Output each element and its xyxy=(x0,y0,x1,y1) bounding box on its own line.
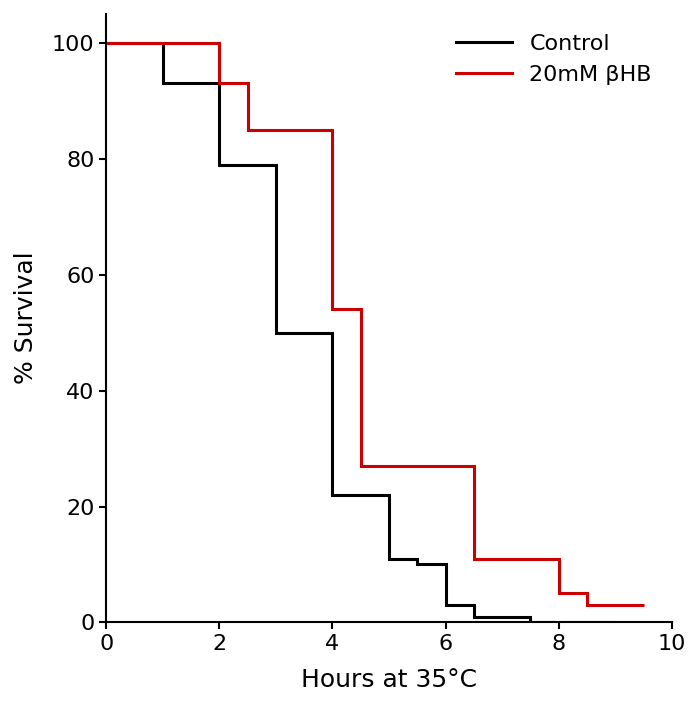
20mM βHB xyxy=(554,590,563,598)
Control xyxy=(413,561,421,569)
Control xyxy=(498,612,506,621)
Control xyxy=(215,79,223,88)
20mM βHB xyxy=(583,601,592,609)
20mM βHB xyxy=(328,126,337,134)
20mM βHB xyxy=(554,554,563,563)
20mM βHB xyxy=(102,39,111,47)
Control xyxy=(272,160,280,169)
Y-axis label: % Survival: % Survival xyxy=(14,252,38,385)
20mM βHB xyxy=(215,79,223,88)
Control xyxy=(215,85,223,93)
20mM βHB xyxy=(611,601,620,609)
Control xyxy=(215,85,223,93)
20mM βHB xyxy=(413,462,421,470)
Control xyxy=(413,554,421,563)
20mM βHB xyxy=(611,601,620,609)
Control xyxy=(385,491,393,499)
20mM βHB xyxy=(244,79,252,88)
Control xyxy=(470,601,478,609)
20mM βHB xyxy=(328,305,337,313)
20mM βHB xyxy=(413,462,421,470)
20mM βHB xyxy=(470,462,478,470)
20mM βHB xyxy=(498,554,506,563)
Control xyxy=(102,39,111,47)
Control xyxy=(159,79,167,88)
Line: 20mM βHB: 20mM βHB xyxy=(106,43,643,605)
Control xyxy=(442,601,450,609)
Control xyxy=(272,328,280,337)
20mM βHB xyxy=(244,126,252,134)
Control xyxy=(554,618,563,627)
Control xyxy=(328,491,337,499)
Line: Control: Control xyxy=(106,43,615,623)
20mM βHB xyxy=(356,462,365,470)
20mM βHB xyxy=(272,126,280,134)
Legend: Control, 20mM βHB: Control, 20mM βHB xyxy=(447,25,661,94)
Control xyxy=(159,39,167,47)
Control xyxy=(526,618,535,627)
20mM βHB xyxy=(272,126,280,134)
20mM βHB xyxy=(498,554,506,563)
20mM βHB xyxy=(470,554,478,563)
20mM βHB xyxy=(356,305,365,313)
20mM βHB xyxy=(215,39,223,47)
Control xyxy=(385,554,393,563)
Control xyxy=(498,612,506,621)
Control xyxy=(215,160,223,169)
X-axis label: Hours at 35°C: Hours at 35°C xyxy=(301,668,477,692)
Control xyxy=(442,561,450,569)
Control xyxy=(526,612,535,621)
20mM βHB xyxy=(583,590,592,598)
Control xyxy=(611,618,620,627)
Control xyxy=(470,612,478,621)
Control xyxy=(554,618,563,627)
20mM βHB xyxy=(639,601,648,609)
Control xyxy=(328,328,337,337)
